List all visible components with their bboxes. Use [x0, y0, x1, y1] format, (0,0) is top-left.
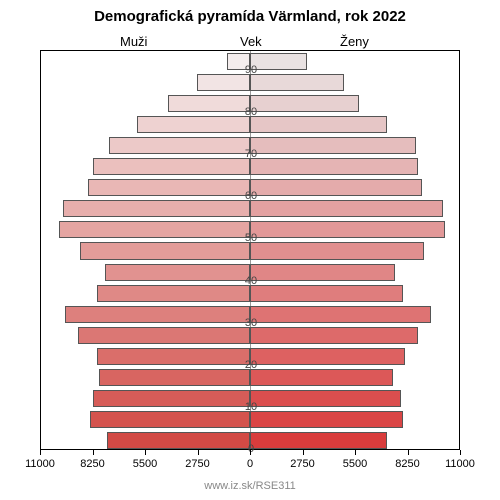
x-tick — [355, 450, 356, 455]
men-bar — [78, 327, 250, 344]
label-women: Ženy — [340, 34, 369, 49]
women-bar — [250, 221, 445, 238]
x-tick-label: 0 — [247, 458, 253, 470]
age-tick-label: 30 — [236, 317, 266, 329]
x-tick-label: 11000 — [445, 458, 475, 470]
women-bar — [250, 285, 403, 302]
age-tick-label: 50 — [236, 232, 266, 244]
men-bar — [197, 74, 250, 91]
men-bars-area — [41, 51, 250, 449]
x-tick — [408, 450, 409, 455]
women-bars-area — [250, 51, 459, 449]
men-bar — [93, 390, 250, 407]
age-tick-label: 20 — [236, 359, 266, 371]
x-tick — [460, 450, 461, 455]
men-bar — [88, 179, 250, 196]
men-bar — [99, 369, 250, 386]
x-tick — [198, 450, 199, 455]
age-tick-label: 90 — [236, 64, 266, 76]
age-tick-label: 10 — [236, 401, 266, 413]
men-bar — [65, 306, 250, 323]
x-tick — [250, 450, 251, 455]
women-bar — [250, 264, 395, 281]
age-tick-label: 0 — [236, 443, 266, 455]
men-bar — [90, 411, 250, 428]
women-bar — [250, 116, 387, 133]
women-bar — [250, 390, 401, 407]
x-tick-label: 2750 — [185, 458, 209, 470]
men-bar — [97, 348, 250, 365]
x-tick — [40, 450, 41, 455]
women-bar — [250, 179, 422, 196]
women-bar — [250, 95, 359, 112]
age-tick-label: 80 — [236, 106, 266, 118]
women-bar — [250, 411, 403, 428]
men-bar — [107, 432, 250, 449]
x-tick-label: 5500 — [133, 458, 157, 470]
age-tick-label: 70 — [236, 148, 266, 160]
men-bar — [63, 200, 250, 217]
women-bar — [250, 158, 418, 175]
men-bar — [137, 116, 250, 133]
age-tick-label: 40 — [236, 275, 266, 287]
men-bar — [105, 264, 250, 281]
x-tick-label: 5500 — [343, 458, 367, 470]
pyramid-chart: Demografická pyramída Värmland, rok 2022… — [0, 0, 500, 500]
women-bar — [250, 432, 387, 449]
women-bar — [250, 242, 424, 259]
women-bar — [250, 348, 405, 365]
label-age: Vek — [240, 34, 262, 49]
chart-title: Demografická pyramída Värmland, rok 2022 — [0, 8, 500, 25]
x-tick-label: 8250 — [80, 458, 104, 470]
men-bar — [59, 221, 250, 238]
x-tick-label: 8250 — [395, 458, 419, 470]
women-bar — [250, 137, 416, 154]
plot-area: 9080706050403020100 — [40, 50, 460, 450]
men-bar — [93, 158, 250, 175]
x-tick — [145, 450, 146, 455]
women-bar — [250, 369, 393, 386]
men-bar — [97, 285, 250, 302]
men-bar — [109, 137, 250, 154]
women-bar — [250, 200, 443, 217]
x-tick-label: 11000 — [25, 458, 55, 470]
women-bar — [250, 327, 418, 344]
x-tick — [303, 450, 304, 455]
age-tick-label: 60 — [236, 190, 266, 202]
women-bar — [250, 74, 344, 91]
men-bar — [80, 242, 250, 259]
x-tick — [93, 450, 94, 455]
x-tick-label: 2750 — [290, 458, 314, 470]
women-bar — [250, 306, 431, 323]
footer-source: www.iz.sk/RSE311 — [0, 480, 500, 492]
label-men: Muži — [120, 34, 147, 49]
